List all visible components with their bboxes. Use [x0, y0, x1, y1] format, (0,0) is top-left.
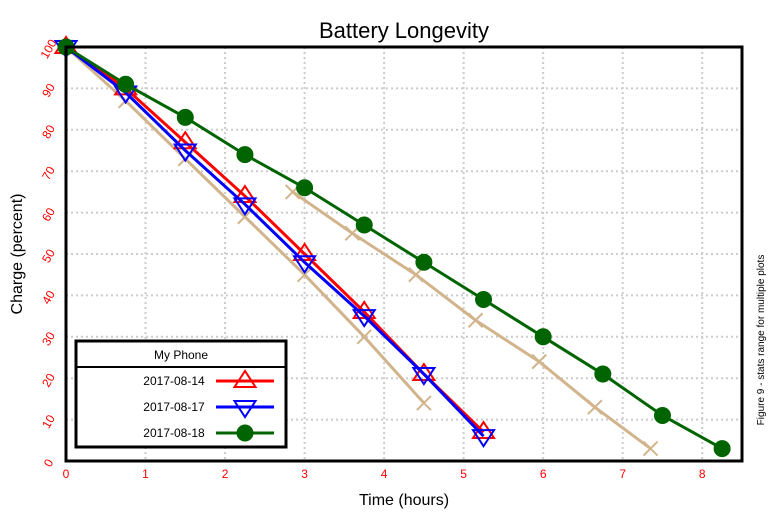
x-axis-label: Time (hours) — [359, 492, 449, 509]
side-note: Figure 9 - stats range for multiple plot… — [756, 255, 767, 426]
range-point-stroke — [587, 399, 603, 415]
x-tick-label: 0 — [63, 467, 70, 481]
y-tick-label: 0 — [41, 456, 57, 469]
series-point — [713, 440, 731, 458]
legend-entry-label: 2017-08-18 — [143, 426, 205, 440]
y-tick-label: 40 — [39, 288, 58, 307]
y-tick-label: 20 — [39, 371, 58, 390]
range-point — [237, 209, 253, 225]
range-point-stroke — [356, 329, 372, 345]
range-point — [587, 399, 603, 415]
series-point — [415, 253, 433, 271]
x-tick-label: 1 — [142, 467, 149, 481]
y-tick-label: 70 — [39, 164, 58, 183]
series-point — [653, 406, 671, 424]
series-point — [232, 184, 258, 204]
y-tick-label: 90 — [39, 81, 58, 100]
x-tick-label: 4 — [381, 467, 388, 481]
series-point — [296, 179, 314, 197]
series-point — [172, 143, 198, 163]
series-point — [172, 130, 198, 150]
x-tick-label: 2 — [222, 467, 229, 481]
legend-entry-label: 2017-08-14 — [143, 374, 205, 388]
range-point — [531, 353, 547, 370]
range-point-stroke — [467, 312, 484, 328]
series-point — [534, 328, 552, 346]
legend-entry-marker — [232, 400, 258, 419]
y-tick-label: 30 — [39, 329, 58, 348]
legend-title: My Phone — [154, 348, 208, 362]
range-point-stroke — [531, 353, 547, 370]
chart-title: Battery Longevity — [319, 18, 489, 43]
plot-frame — [64, 45, 744, 463]
range-point-stroke — [416, 395, 432, 411]
range-point — [416, 395, 432, 411]
x-tick-label: 6 — [540, 467, 547, 481]
range-point-stroke — [237, 209, 253, 225]
x-tick-label: 8 — [699, 467, 706, 481]
series-point — [292, 242, 317, 261]
y-tick-label: 50 — [39, 246, 58, 265]
range-point-stroke — [296, 266, 313, 283]
series-point — [292, 255, 317, 275]
y-tick-label: 80 — [39, 122, 58, 141]
series-layer — [53, 35, 731, 458]
x-tick-label: 7 — [619, 467, 626, 481]
y-tick-label: 10 — [39, 412, 58, 431]
series-point — [236, 146, 254, 164]
series-point — [594, 365, 612, 383]
series-point — [475, 291, 493, 309]
series-point — [351, 309, 377, 328]
series-line — [65, 45, 485, 438]
x-tick-label: 5 — [460, 467, 467, 481]
range-point — [642, 440, 659, 457]
range-point — [296, 266, 313, 283]
series-point — [471, 429, 496, 448]
series-line — [65, 45, 723, 450]
legend-entry-label: 2017-08-17 — [143, 400, 205, 414]
series-point — [411, 367, 437, 386]
x-tick-label: 3 — [301, 467, 308, 481]
range-point — [356, 329, 372, 345]
y-tick-label: 60 — [39, 205, 58, 224]
legend-entries: 2017-08-14 2017-08-17 2017-08-18 — [143, 369, 274, 442]
legend-entry-marker — [236, 424, 254, 442]
series-point — [355, 216, 373, 234]
series-point — [232, 197, 258, 217]
legend: My Phone 2017-08-14 2017-08-17 2017-08-18 — [74, 339, 288, 449]
y-axis-label: Charge (percent) — [9, 194, 26, 315]
series-point — [117, 75, 135, 93]
range-point-stroke — [642, 440, 659, 457]
series-point — [176, 108, 194, 126]
range-point — [467, 312, 484, 328]
series-point — [411, 362, 437, 382]
legend-entry-marker — [232, 369, 258, 388]
